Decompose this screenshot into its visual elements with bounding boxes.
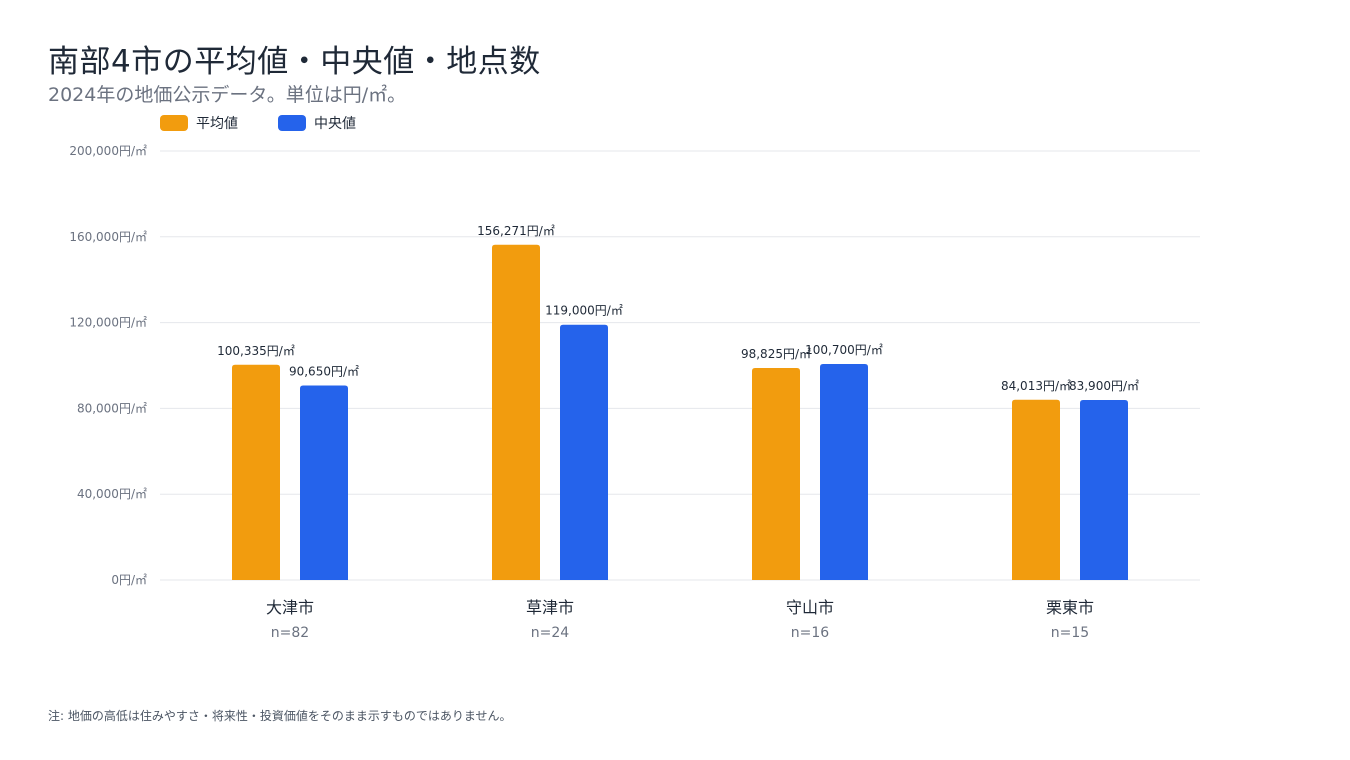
data-label: 119,000円/㎡ (545, 304, 623, 318)
data-label: 100,700円/㎡ (805, 343, 883, 357)
footnote: 注: 地価の高低は住みやすさ・将来性・投資価値をそのまま示すものではありません。 (48, 709, 512, 723)
x-category-label: 大津市 (266, 598, 314, 617)
bar-average (492, 244, 540, 580)
legend: 平均値 中央値 (160, 113, 396, 133)
legend-swatch-median (278, 115, 306, 131)
y-tick-label: 120,000円/㎡ (69, 316, 147, 330)
x-count-label: n=24 (531, 625, 570, 641)
x-count-label: n=82 (271, 625, 309, 641)
bar-average (1012, 399, 1060, 580)
y-tick-label: 80,000円/㎡ (77, 401, 147, 415)
y-tick-label: 0円/㎡ (111, 573, 147, 587)
x-count-label: n=15 (1051, 625, 1089, 641)
chart-title: 南部4市の平均値・中央値・地点数 (48, 44, 541, 80)
x-category-label: 栗東市 (1046, 598, 1094, 617)
x-count-label: n=16 (791, 625, 830, 641)
chart-subtitle: 2024年の地価公示データ。単位は円/㎡。 (48, 84, 407, 106)
bar-median (820, 363, 868, 580)
legend-label-median: 中央値 (314, 116, 356, 132)
legend-swatch-average (160, 115, 188, 131)
bar-median (300, 385, 348, 580)
y-tick-label: 40,000円/㎡ (77, 487, 147, 501)
data-label: 84,013円/㎡ (1001, 379, 1071, 393)
y-tick-label: 160,000円/㎡ (69, 230, 147, 244)
legend-label-average: 平均値 (196, 116, 238, 132)
data-label: 156,271円/㎡ (477, 224, 555, 238)
x-category-label: 守山市 (786, 598, 834, 617)
bar-median (1080, 400, 1128, 580)
y-tick-label: 200,000円/㎡ (69, 144, 147, 158)
bar-average (232, 364, 280, 580)
legend-item-average: 平均値 (160, 113, 238, 133)
bar-chart: 0円/㎡ 40,000円/㎡ 80,000円/㎡ 120,000円/㎡ 160,000円… (69, 144, 1200, 641)
x-category-label: 草津市 (526, 598, 574, 617)
data-label: 98,825円/㎡ (741, 347, 811, 361)
bar-average (752, 368, 800, 580)
data-label: 83,900円/㎡ (1069, 379, 1139, 393)
data-label: 100,335円/㎡ (217, 344, 295, 358)
data-label: 90,650円/㎡ (289, 365, 359, 379)
bar-median (560, 324, 608, 580)
legend-item-median: 中央値 (278, 113, 356, 133)
